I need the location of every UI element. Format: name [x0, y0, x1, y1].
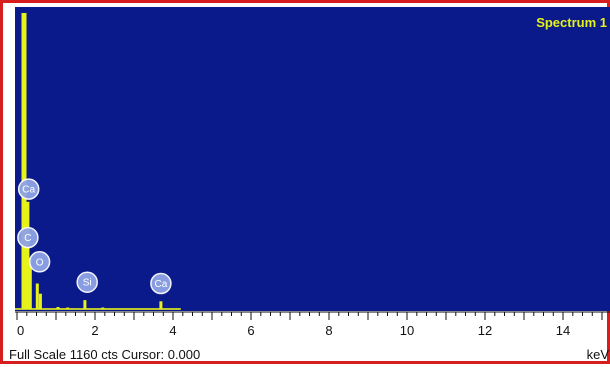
x-tick-label-14: 14 — [556, 323, 570, 338]
peaks-layer — [15, 13, 181, 310]
status-bar-text: Full Scale 1160 cts Cursor: 0.000 — [9, 347, 200, 362]
x-tick-label-10: 10 — [400, 323, 414, 338]
element-label-2: O — [36, 257, 44, 268]
x-ticks-layer: 0 2 4 6 8 10 12 14 — [16, 312, 603, 338]
element-marker-1 — [17, 226, 39, 249]
x-axis-unit: keV — [587, 347, 610, 362]
peak-0 — [21, 13, 27, 309]
element-labels-layer: Ca C O Si Ca — [17, 178, 172, 295]
element-label-3: Si — [83, 278, 92, 289]
x-tick-label-4: 4 — [169, 323, 176, 338]
peak-4 — [38, 293, 42, 309]
x-tick-label-8: 8 — [325, 323, 332, 338]
plot-background — [15, 7, 610, 311]
spectrum-chart: Ca C O Si Ca Spectrum 1 0 2 4 6 8 10 12 14 keV Full… — [9, 7, 610, 362]
peak-7 — [83, 300, 87, 309]
element-marker-2 — [28, 251, 51, 273]
peak-3 — [35, 283, 39, 309]
x-tick-label-6: 6 — [247, 323, 254, 338]
element-label-1: C — [24, 233, 31, 244]
x-tick-label-12: 12 — [478, 323, 492, 338]
x-tick-label-0: 0 — [17, 323, 24, 338]
peak-1 — [26, 201, 30, 309]
element-label-0: Ca — [22, 185, 35, 196]
element-marker-3 — [76, 271, 98, 293]
peak-9 — [159, 301, 163, 309]
element-marker-0 — [17, 178, 40, 200]
element-marker-4 — [150, 272, 172, 295]
element-label-4: Ca — [155, 279, 168, 290]
x-tick-label-2: 2 — [91, 323, 98, 338]
baseline-signal — [15, 308, 181, 310]
peak-2 — [28, 258, 32, 309]
spectrum-title: Spectrum 1 — [536, 15, 607, 30]
